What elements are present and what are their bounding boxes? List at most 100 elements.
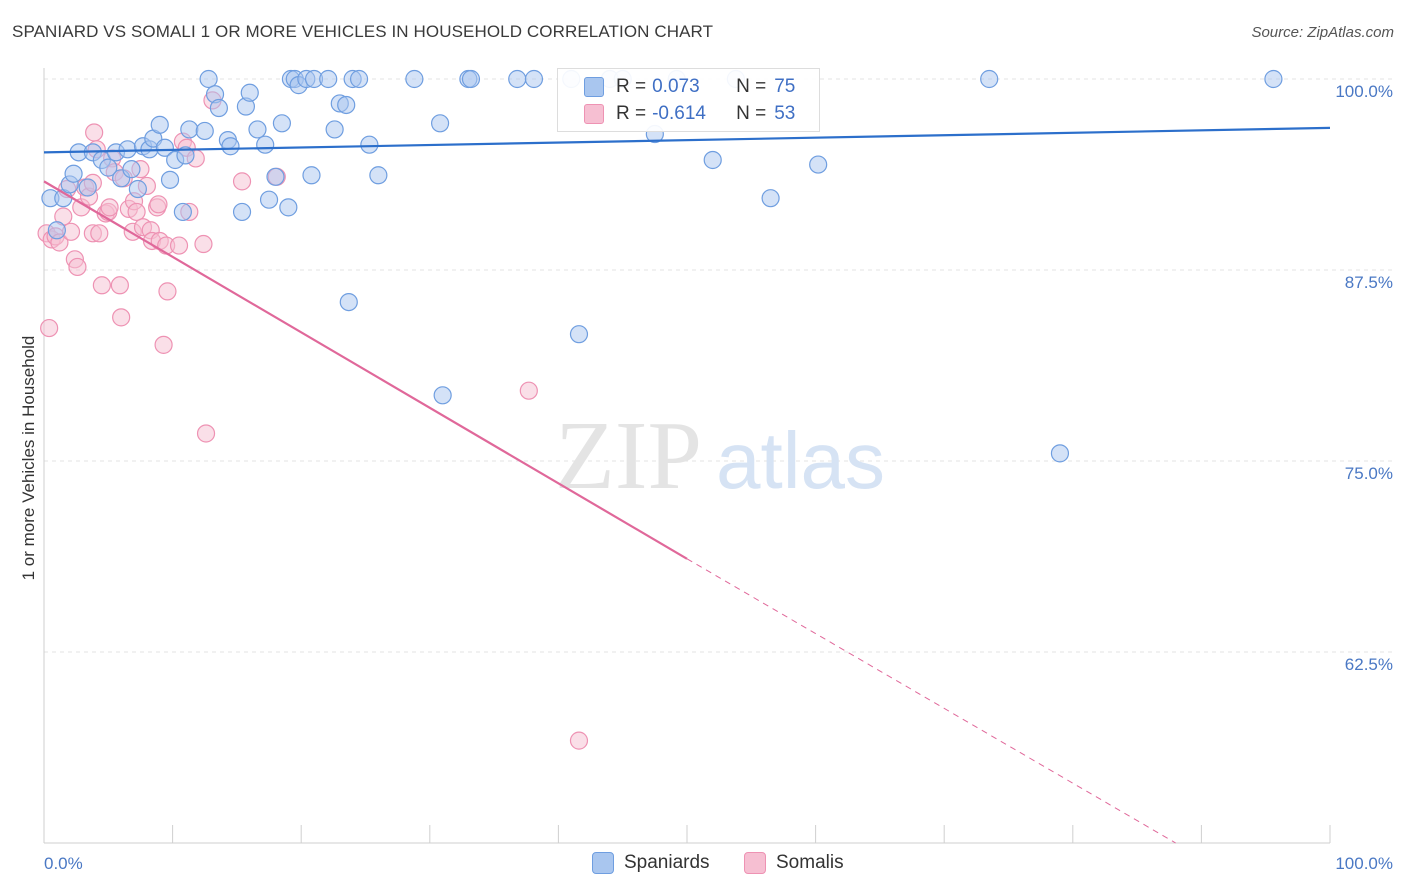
watermark-atlas: atlas — [716, 416, 885, 505]
legend-row-spaniards: R = 0.073 N = 75 — [584, 74, 795, 100]
data-point — [155, 138, 174, 157]
data-point — [169, 236, 189, 255]
data-point — [110, 276, 129, 295]
data-point — [209, 98, 228, 118]
data-point — [405, 69, 424, 89]
data-point — [92, 276, 111, 295]
data-point — [194, 234, 213, 254]
data-point — [64, 164, 83, 183]
r-value: -0.614 — [652, 103, 706, 124]
data-point — [221, 137, 240, 156]
data-point — [195, 121, 214, 141]
data-point — [569, 731, 589, 750]
data-point — [703, 150, 722, 170]
somalis-legend-swatch — [744, 852, 766, 874]
somalis-trend-extension — [686, 558, 1176, 844]
data-point — [339, 292, 358, 312]
trend-lines — [43, 126, 1331, 844]
somalis-swatch — [584, 104, 604, 124]
data-point — [461, 69, 481, 89]
legend-row-somalis: R = -0.614 N = 53 — [584, 101, 795, 127]
data-point — [337, 95, 356, 115]
data-point — [232, 172, 252, 191]
data-point — [112, 308, 131, 327]
n-value: 53 — [774, 103, 796, 124]
data-point — [68, 257, 87, 277]
data-point — [40, 318, 59, 338]
data-point — [196, 424, 216, 443]
watermark: ZIP atlas — [555, 402, 885, 510]
data-point — [118, 140, 137, 159]
y-tick-label: 62.5% — [1345, 655, 1393, 674]
stats-legend: R = 0.073 N = 75 R = -0.614 N = 53 — [557, 68, 820, 132]
data-point — [127, 202, 146, 222]
data-point — [128, 179, 147, 199]
data-point — [349, 69, 369, 89]
data-point — [980, 69, 999, 89]
data-point — [809, 155, 828, 174]
data-point — [99, 158, 118, 177]
y-tick-label: 87.5% — [1345, 273, 1393, 292]
data-point — [180, 120, 199, 139]
data-point — [259, 190, 279, 209]
data-point — [150, 115, 169, 134]
data-point — [154, 335, 173, 354]
r-value: 0.073 — [652, 76, 700, 97]
tick-labels: 62.5% 75.0% 87.5% 100.0% 0.0% 100.0% — [44, 82, 1393, 873]
data-point — [524, 69, 544, 89]
n-label: N = — [736, 103, 767, 124]
somalis-points — [37, 91, 589, 750]
data-point — [122, 160, 141, 179]
grid-lines — [44, 78, 1392, 653]
y-tick-label: 100.0% — [1335, 82, 1393, 101]
spaniards-legend-swatch — [592, 852, 614, 874]
spaniards-swatch — [584, 77, 604, 97]
n-value: 75 — [774, 76, 796, 97]
data-point — [256, 135, 275, 154]
data-point — [149, 195, 168, 214]
data-point — [272, 114, 292, 133]
data-point — [519, 381, 538, 400]
somalis-trend-line — [43, 180, 688, 560]
x-tick-label: 100.0% — [1335, 854, 1393, 873]
data-point — [279, 198, 298, 217]
spaniards-trend-line — [43, 126, 1331, 154]
data-point — [47, 221, 66, 240]
n-label: N = — [736, 76, 767, 97]
data-point — [266, 167, 285, 186]
data-point — [240, 83, 259, 102]
data-point — [176, 146, 195, 165]
data-point — [430, 114, 450, 133]
data-point — [100, 198, 119, 217]
r-label: R = — [616, 76, 647, 97]
data-point — [85, 123, 104, 142]
data-point — [325, 120, 344, 139]
legend-item-somalis[interactable]: Somalis — [744, 852, 844, 874]
data-point — [248, 120, 267, 139]
chart-title: SPANIARD VS SOMALI 1 OR MORE VEHICLES IN… — [12, 22, 714, 41]
source-label: Source: ZipAtlas.com — [1251, 24, 1394, 41]
data-point — [1050, 444, 1070, 463]
somalis-legend-label: Somalis — [776, 852, 844, 873]
legend-item-spaniards[interactable]: Spaniards — [592, 852, 710, 874]
data-point — [360, 135, 379, 154]
r-label: R = — [616, 103, 647, 124]
x-tick-label: 0.0% — [44, 854, 83, 873]
data-point — [232, 202, 252, 222]
data-point — [199, 69, 218, 89]
data-point — [160, 170, 180, 189]
data-point — [158, 282, 177, 301]
spaniards-legend-label: Spaniards — [624, 852, 710, 873]
data-point — [761, 189, 780, 208]
y-tick-label: 75.0% — [1345, 464, 1393, 483]
data-point — [90, 224, 109, 243]
data-point — [1264, 69, 1283, 89]
data-point — [319, 69, 338, 89]
data-point — [433, 386, 452, 405]
watermark-zip: ZIP — [555, 402, 702, 510]
data-point — [508, 69, 527, 89]
y-axis-label: 1 or more Vehicles in Household — [19, 336, 38, 581]
data-point — [78, 178, 97, 197]
data-point — [173, 202, 192, 222]
